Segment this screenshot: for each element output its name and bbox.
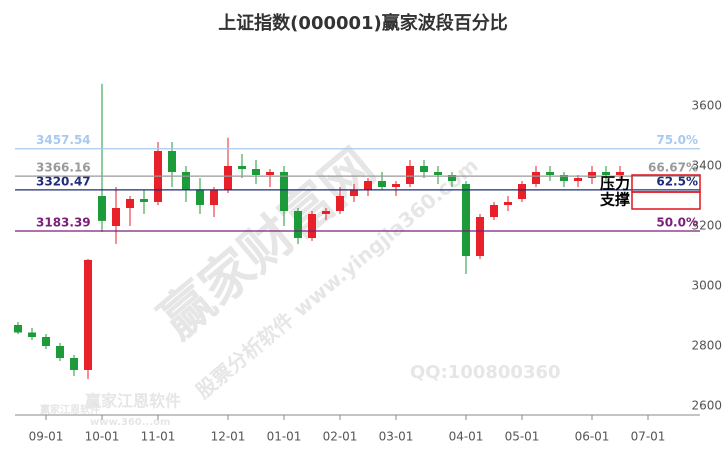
chart-title: 上证指数(000001)赢家波段百分比	[218, 12, 508, 34]
y-tick-label: 3200	[691, 219, 722, 233]
level-label: 50.0%	[656, 215, 698, 229]
y-tick-label: 3400	[691, 159, 722, 173]
level-label: 62.5%	[656, 174, 698, 188]
annotation: 压力	[600, 175, 630, 193]
level-value: 3183.39	[36, 215, 91, 229]
watermark: QQ:100800360	[410, 362, 561, 383]
x-tick-label: 09-01	[29, 430, 64, 444]
x-tick-label: 05-01	[505, 430, 540, 444]
x-tick-label: 11-01	[141, 430, 176, 444]
x-tick-label: 12-01	[211, 430, 246, 444]
x-tick-label: 02-01	[323, 430, 358, 444]
watermark: 赢家江恩软件	[85, 392, 181, 411]
y-tick-label: 2600	[691, 399, 722, 413]
watermark: www.360...om	[90, 417, 170, 428]
highlight-box	[631, 191, 701, 210]
x-tick-label: 01-01	[267, 430, 302, 444]
level-label: 75.0%	[656, 133, 698, 147]
level-value: 3366.16	[36, 161, 91, 175]
x-tick-label: 07-01	[631, 430, 666, 444]
y-tick-label: 3600	[691, 99, 722, 113]
x-tick-label: 03-01	[379, 430, 414, 444]
level-label: 66.67%	[648, 161, 698, 175]
y-tick-label: 3000	[691, 279, 722, 293]
level-value: 3320.47	[36, 174, 91, 188]
watermark: 赢家江恩软件	[40, 403, 100, 416]
x-tick-label: 10-01	[85, 430, 120, 444]
x-tick-label: 04-01	[449, 430, 484, 444]
annotation: 支撑	[599, 191, 630, 209]
watermark: 赢家财富网	[149, 138, 387, 351]
x-tick-label: 06-01	[575, 430, 610, 444]
level-value: 3457.54	[36, 133, 91, 147]
y-tick-label: 2800	[691, 339, 722, 353]
